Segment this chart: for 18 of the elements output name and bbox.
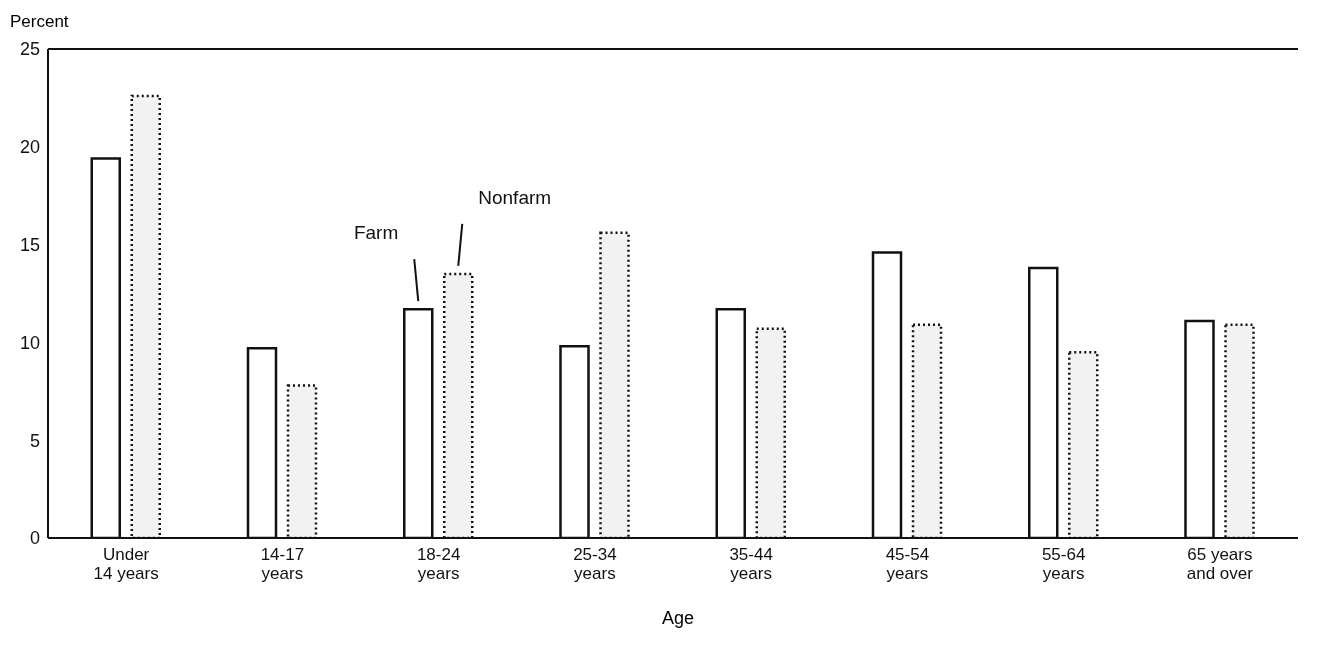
x-tick-label: 65 years and over bbox=[1186, 545, 1254, 583]
y-tick-label: 0 bbox=[29, 528, 40, 549]
text: Nonfarm bbox=[478, 186, 552, 208]
y-tick-label: 15 bbox=[19, 234, 40, 255]
x-tick-label: 25-34 years bbox=[573, 545, 617, 583]
y-tick-label: 20 bbox=[19, 137, 40, 158]
y-tick-label: 5 bbox=[29, 430, 40, 451]
y-tick-label: 10 bbox=[19, 332, 40, 353]
x-axis-title: Age bbox=[661, 608, 695, 629]
x-tick-label: 55-64 years bbox=[1041, 545, 1086, 583]
x-tick-label: 35-44 years bbox=[729, 545, 773, 583]
x-tick-label: 45-54 years bbox=[885, 545, 930, 583]
y-axis-title: Percent bbox=[10, 12, 69, 32]
y-tick-label: 25 bbox=[19, 39, 40, 60]
x-tick-label: Under 14 years bbox=[93, 545, 159, 583]
text: Farm bbox=[353, 222, 399, 244]
x-tick-label: 14-17 years bbox=[260, 545, 305, 583]
x-tick-label: 18-24 years bbox=[416, 545, 461, 583]
